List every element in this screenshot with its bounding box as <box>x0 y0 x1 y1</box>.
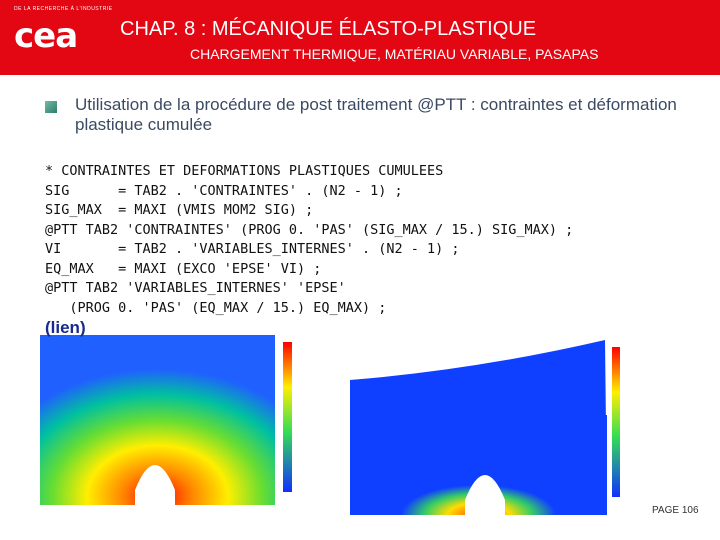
strain-plot <box>350 340 620 515</box>
code-line: EQ_MAX = MAXI (EXCO 'EPSE' VI) ; <box>45 260 322 277</box>
bullet-marker <box>45 101 57 113</box>
code-line: VI = TAB2 . 'VARIABLES_INTERNES' . (N2 -… <box>45 241 460 257</box>
header-band <box>0 0 720 75</box>
logo: cea <box>14 16 78 56</box>
stress-plot <box>40 335 292 505</box>
color-legend <box>283 342 292 492</box>
code-line: SIG_MAX = MAXI (VMIS MOM2 SIG) ; <box>45 202 314 218</box>
slide-subtitle: CHARGEMENT THERMIQUE, MATÉRIAU VARIABLE,… <box>190 46 599 62</box>
code-line: @PTT TAB2 'CONTRAINTES' (PROG 0. 'PAS' (… <box>45 221 574 238</box>
slide-title: CHAP. 8 : MÉCANIQUE ÉLASTO-PLASTIQUE <box>120 18 537 40</box>
code-line: (PROG 0. 'PAS' (EQ_MAX / 15.) EQ_MAX) ; <box>45 299 387 316</box>
link[interactable]: (lien) <box>45 318 86 337</box>
page-number: PAGE 106 <box>652 505 699 516</box>
tagline: DE LA RECHERCHE À L'INDUSTRIE <box>14 6 113 12</box>
color-legend <box>612 347 620 497</box>
bullet-text: Utilisation de la procédure de post trai… <box>75 95 677 134</box>
hole <box>135 465 175 505</box>
code-line: @PTT TAB2 'VARIABLES_INTERNES' 'EPSE' <box>45 280 346 296</box>
code-line: * CONTRAINTES ET DEFORMATIONS PLASTIQUES… <box>45 163 444 179</box>
hole <box>465 475 505 515</box>
code-line: SIG = TAB2 . 'CONTRAINTES' . (N2 - 1) ; <box>45 182 403 199</box>
code-block: * CONTRAINTES ET DEFORMATIONS PLASTIQUES… <box>45 162 573 318</box>
